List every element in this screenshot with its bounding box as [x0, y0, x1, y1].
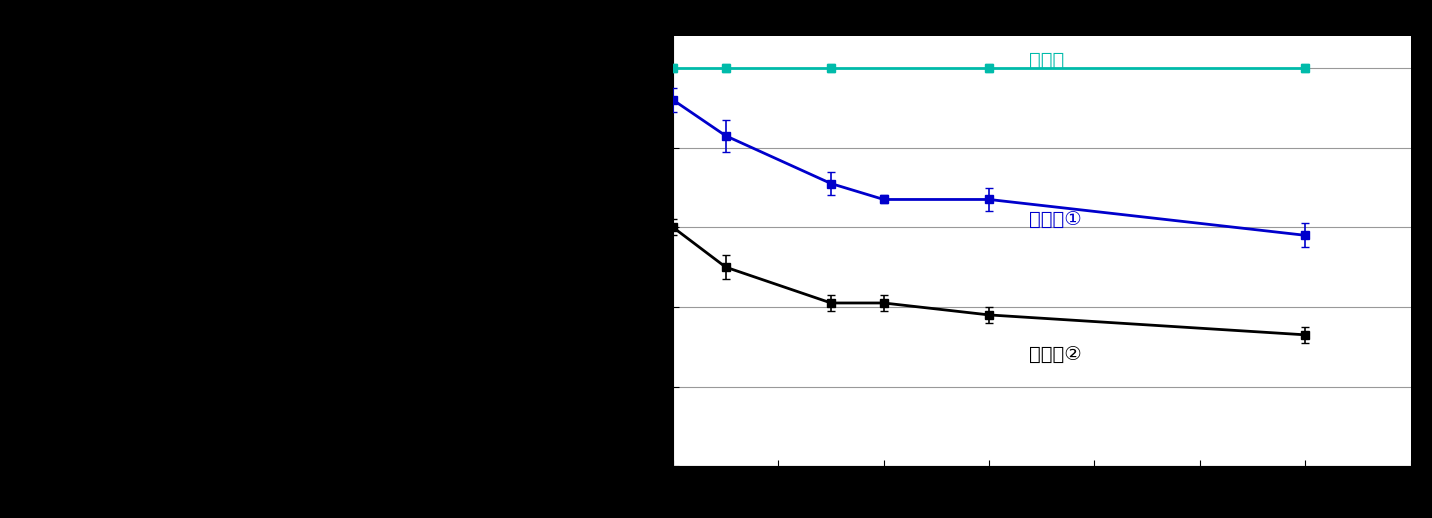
Text: 還元剤: 還元剤	[1028, 51, 1064, 69]
Text: 酸化剤②: 酸化剤②	[1028, 345, 1081, 364]
X-axis label: 還元剤または酸化剤投与後の時間（分）: 還元剤または酸化剤投与後の時間（分）	[945, 497, 1138, 515]
Text: 蛍光量
の変化
（%）: 蛍光量 の変化 （%）	[558, 219, 597, 284]
Text: 酸化剤①: 酸化剤①	[1028, 210, 1081, 229]
